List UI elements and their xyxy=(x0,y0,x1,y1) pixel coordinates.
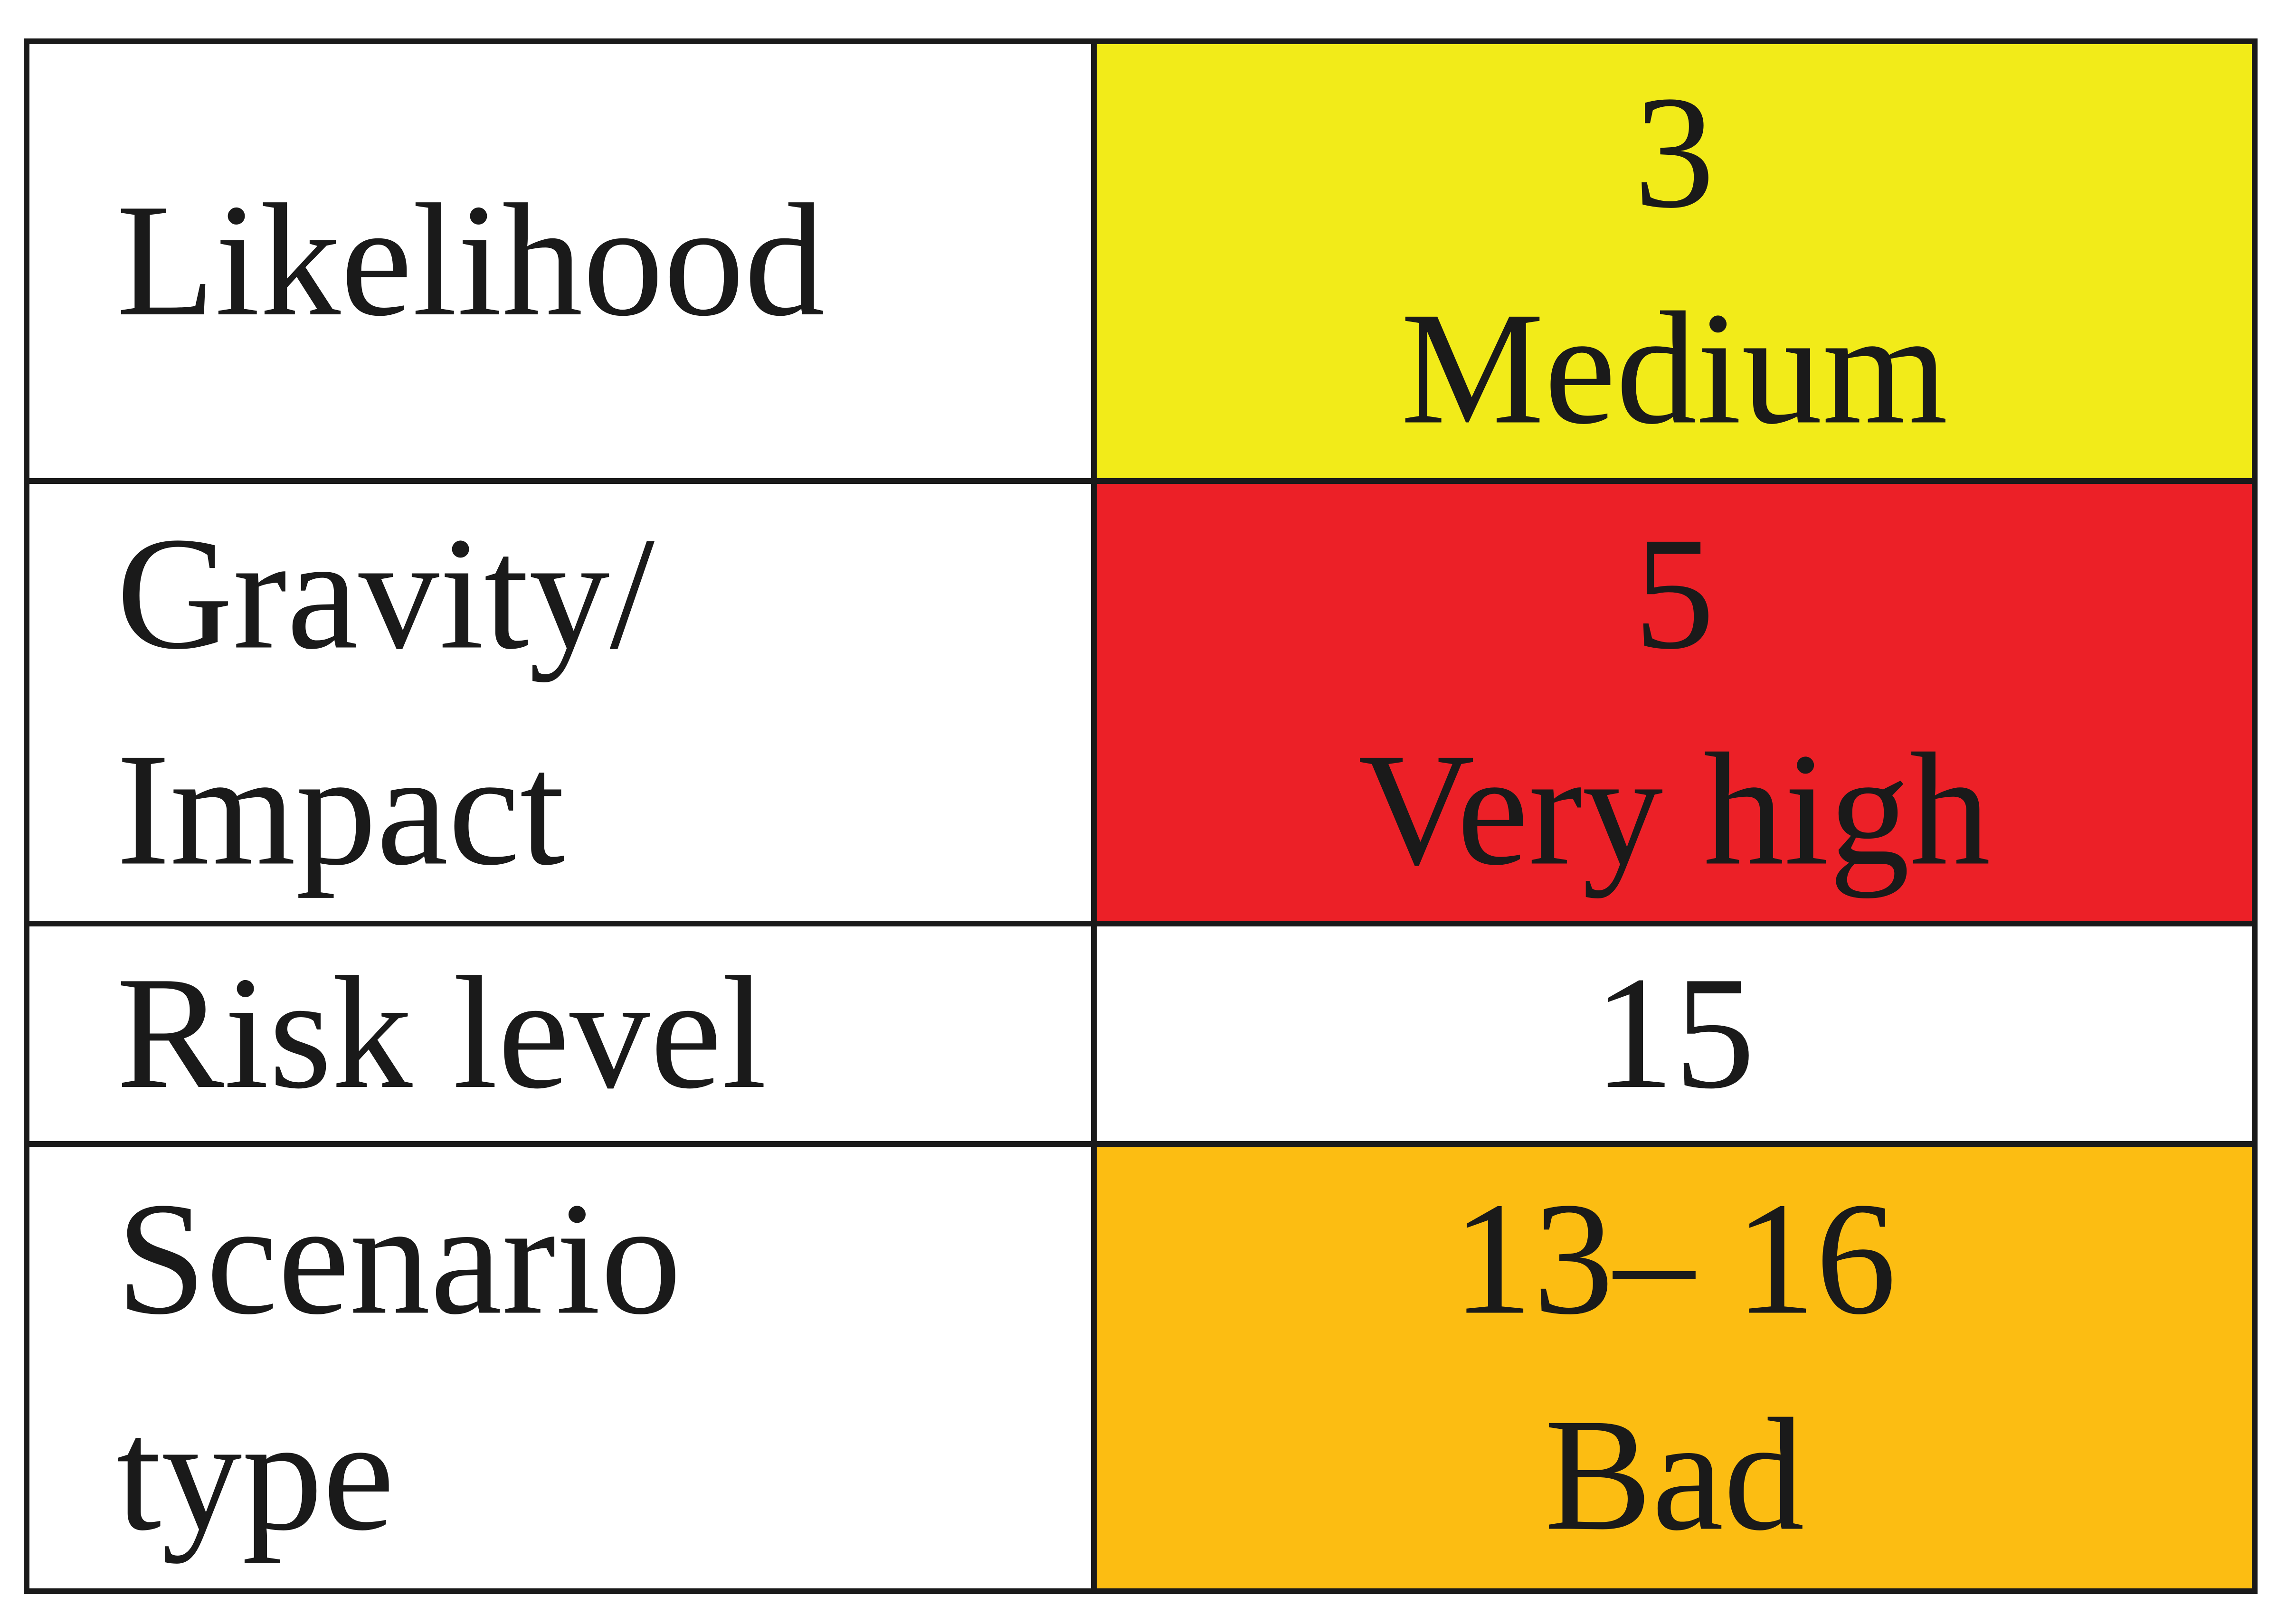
label-cell xyxy=(24,38,1097,484)
row-value: Bad xyxy=(1544,1385,1804,1564)
row-value: Very high xyxy=(1358,720,1990,899)
value-cell xyxy=(1091,1141,2258,1594)
row-value: Medium xyxy=(1401,279,1948,458)
value-cell xyxy=(1091,478,2258,926)
row-label: type xyxy=(116,1385,394,1564)
label-cell xyxy=(24,1141,1097,1594)
row-value: 5 xyxy=(1634,504,1715,683)
row-value: 3 xyxy=(1634,63,1715,242)
row-label: Likelihood xyxy=(116,170,825,349)
label-cell xyxy=(24,478,1097,926)
row-value: 15 xyxy=(1594,943,1755,1122)
row-value: 13– 16 xyxy=(1452,1169,1897,1348)
row-label: Gravity/ xyxy=(116,504,655,683)
value-cell xyxy=(1091,38,2258,484)
row-label: Risk level xyxy=(116,943,767,1122)
row-label: Scenario xyxy=(116,1169,682,1348)
row-label: Impact xyxy=(116,720,565,899)
value-cell xyxy=(1091,921,2258,1147)
